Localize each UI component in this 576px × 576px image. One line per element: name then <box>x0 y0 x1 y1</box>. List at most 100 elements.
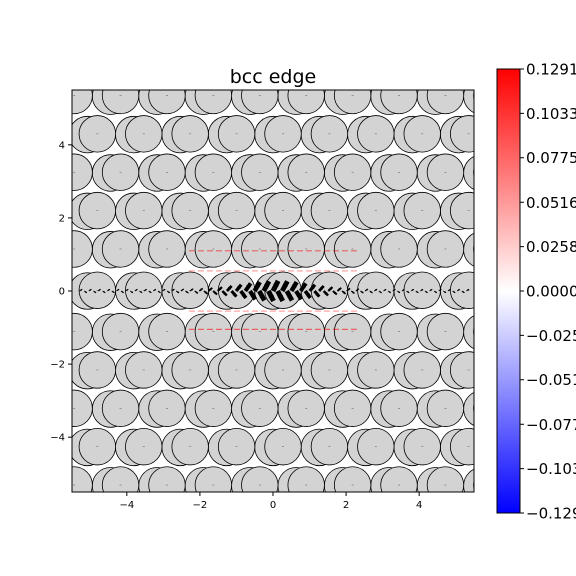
atom <box>9 154 46 191</box>
quiver-arrow-head <box>163 289 166 291</box>
atom <box>394 40 431 77</box>
atom <box>148 90 186 115</box>
atom <box>311 39 348 76</box>
quiver-arrow-head <box>370 291 373 293</box>
x-tick-label: 2 <box>343 500 349 511</box>
atom <box>463 232 474 267</box>
atom <box>0 193 13 230</box>
quiver-arrow-head <box>306 293 311 298</box>
chart-title: bcc edge <box>230 66 317 88</box>
x-axis: −4 −2 0 2 4 <box>119 492 422 511</box>
atom <box>463 90 474 114</box>
quiver-arrow-head <box>218 287 222 291</box>
atom <box>348 40 385 77</box>
atoms-layer <box>0 39 487 543</box>
quiver-arrow-head <box>80 289 83 291</box>
quiver-arrow-head <box>149 291 152 293</box>
x-tick-label: 0 <box>270 500 276 511</box>
quiver-arrow-head <box>200 288 203 291</box>
quiver-arrow-head <box>246 283 251 289</box>
y-tick-label: −4 <box>50 433 65 444</box>
quiver-arrow-head <box>144 289 147 291</box>
atom <box>440 40 477 77</box>
colorbar-tick-label: 0.1033 <box>526 105 576 123</box>
atom <box>450 505 487 542</box>
atom <box>0 39 23 76</box>
colorbar-tick-label: 0.0000 <box>526 283 576 301</box>
atom <box>72 230 93 268</box>
quiver-arrow-head <box>237 284 242 290</box>
atom <box>23 40 60 77</box>
quiver-arrow-head <box>425 291 428 293</box>
quiver-layer <box>79 279 470 303</box>
atom <box>218 505 255 542</box>
quiver-arrow-head <box>126 289 129 291</box>
quiver-arrow-head <box>121 291 124 293</box>
atom <box>208 506 245 543</box>
quiver-arrow-head <box>347 288 351 291</box>
atom <box>72 90 93 115</box>
atom <box>0 155 36 192</box>
colorbar-tick-label: −0.0258 <box>526 327 576 345</box>
atom <box>0 273 13 310</box>
atom <box>23 193 60 230</box>
quiver-arrow-head <box>273 280 279 287</box>
atom <box>287 90 325 115</box>
atom <box>348 506 385 543</box>
quiver-arrow-head <box>98 289 101 291</box>
atom <box>463 156 474 190</box>
quiver-arrow-head <box>296 294 302 300</box>
atom <box>172 39 209 76</box>
quiver-arrow-head <box>365 288 368 291</box>
quiver-arrow-head <box>402 289 405 291</box>
quiver-arrow-head <box>186 291 189 294</box>
atom <box>426 466 465 492</box>
atom <box>463 315 474 350</box>
quiver-arrow-head <box>107 289 110 291</box>
atom <box>33 505 70 542</box>
quiver-arrow-head <box>135 289 138 291</box>
x-tick-label: 4 <box>416 500 422 511</box>
atom <box>79 505 116 542</box>
atom <box>358 505 395 542</box>
atom <box>0 231 36 268</box>
atom <box>426 90 465 115</box>
atom <box>449 271 474 309</box>
colorbar-tick-label: −0.1291 <box>526 505 576 523</box>
atom <box>380 90 418 115</box>
atom <box>0 352 13 389</box>
atom <box>9 231 46 268</box>
atom <box>9 390 46 427</box>
atom <box>450 39 487 76</box>
quiver-arrow-head <box>255 282 260 288</box>
colorbar-tick-label: −0.0516 <box>526 371 576 389</box>
quiver-arrow-head <box>89 289 92 291</box>
atom <box>287 466 325 492</box>
quiver-arrow-head <box>457 289 460 291</box>
atom <box>33 39 70 76</box>
quiver-arrow-head <box>140 291 143 293</box>
atom <box>72 153 93 191</box>
quiver-arrow-head <box>379 291 382 293</box>
quiver-arrow-head <box>84 291 87 293</box>
quiver-arrow-head <box>181 288 184 291</box>
quiver-arrow-head <box>153 289 156 291</box>
atom <box>463 468 474 492</box>
quiver-arrow-head <box>214 291 218 295</box>
atom <box>9 77 46 114</box>
quiver-arrow-head <box>158 291 161 293</box>
atom <box>0 391 36 428</box>
quiver-arrow-head <box>343 291 346 294</box>
quiver-arrow-head <box>177 291 180 293</box>
quiver-arrow-head <box>282 281 288 288</box>
y-tick-label: 0 <box>59 287 65 298</box>
colorbar-gradient <box>496 68 521 514</box>
quiver-arrow-head <box>333 291 337 295</box>
quiver-arrow-head <box>411 289 414 291</box>
quiver-arrow-head <box>315 292 320 297</box>
atom <box>0 192 23 229</box>
quiver-arrow-head <box>388 291 391 293</box>
colorbar-tick-label: 0.0516 <box>526 194 576 212</box>
quiver-arrow-head <box>398 291 401 293</box>
quiver-arrow-head <box>223 292 227 296</box>
